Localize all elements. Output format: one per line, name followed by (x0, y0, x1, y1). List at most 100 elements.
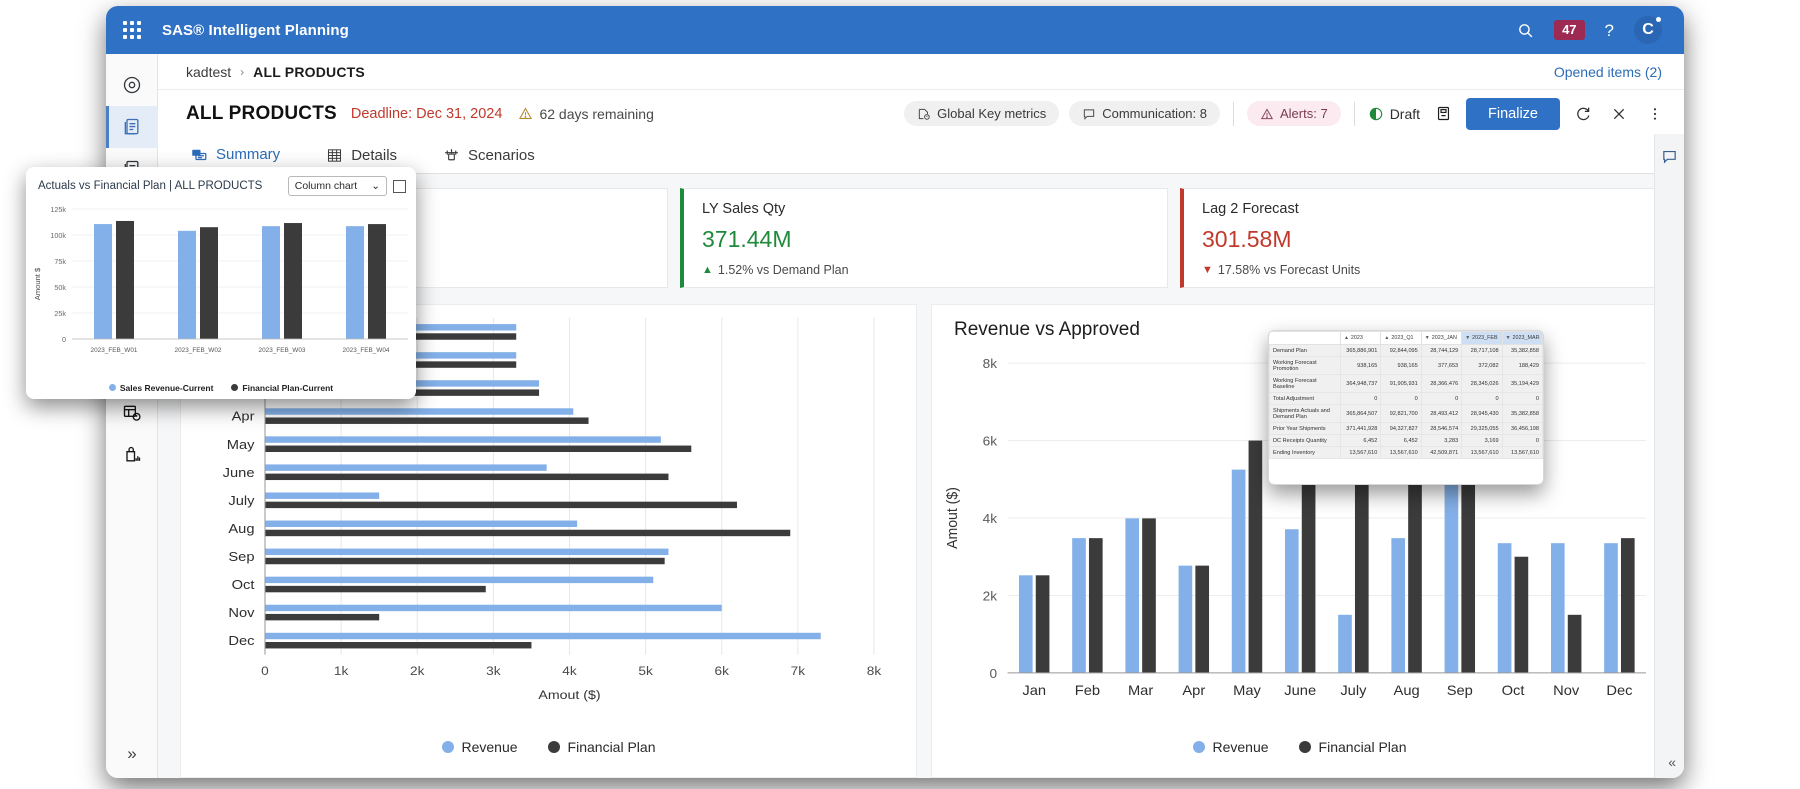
table-row[interactable]: Working Forecast Promotion 938,165 938,165… (1269, 356, 1543, 375)
communication-button[interactable]: Communication: 8 (1069, 101, 1220, 127)
bar-financial-plan[interactable] (116, 220, 134, 339)
collapse-rail-button[interactable]: « (1668, 754, 1676, 770)
bar-revenue[interactable] (265, 604, 722, 611)
bar-sales-revenue[interactable] (94, 224, 112, 339)
table-column-header[interactable]: ▼ 2023_FEB (1461, 331, 1503, 345)
table-cell[interactable]: 365,886,901 (1339, 344, 1382, 357)
table-cell[interactable]: 35,382,858 (1501, 404, 1543, 423)
bar-financial-plan[interactable] (1301, 459, 1316, 673)
bar-financial-plan[interactable] (1620, 537, 1635, 673)
table-cell[interactable]: 28,717,108 (1461, 344, 1503, 357)
legend-item[interactable]: Financial Plan-Current (231, 383, 333, 393)
breadcrumb-parent[interactable]: kadtest (186, 63, 232, 80)
legend-item[interactable]: Revenue (1192, 739, 1269, 755)
finalize-button[interactable]: Finalize (1466, 97, 1560, 130)
table-cell[interactable]: 13,567,610 (1461, 446, 1503, 459)
kpi-card[interactable]: LY Sales Qty 371.44M ▲ 1.52% vs Demand P… (680, 187, 1168, 288)
table-cell[interactable]: 364,948,737 (1339, 374, 1382, 393)
save-icon[interactable] (1430, 101, 1456, 127)
table-row[interactable]: Prior Year Shipments 371,441,928 94,327,82… (1269, 422, 1543, 435)
sidebar-item-overview[interactable] (106, 64, 158, 106)
table-cell[interactable]: 0 (1420, 392, 1463, 405)
bar-revenue[interactable] (1018, 574, 1033, 673)
bar-financial-plan[interactable] (265, 641, 532, 648)
bar-financial-plan[interactable] (1088, 537, 1103, 673)
table-cell[interactable]: 91,905,931 (1380, 374, 1422, 393)
table-row[interactable]: DC Receipts Quantity 6,452 6,452 3,283 3,169… (1269, 434, 1543, 447)
bar-financial-plan[interactable] (1195, 565, 1210, 673)
notification-badge[interactable]: 47 (1554, 20, 1585, 40)
bar-revenue[interactable] (265, 492, 380, 499)
table-cell[interactable]: 42,509,871 (1420, 446, 1463, 459)
table-row[interactable]: Demand Plan 365,886,901 92,844,095 28,744,1… (1269, 344, 1543, 357)
table-cell[interactable]: 13,567,610 (1501, 446, 1543, 459)
bar-financial-plan[interactable] (1567, 614, 1582, 673)
table-cell[interactable]: 28,546,574 (1420, 422, 1463, 435)
bar-revenue[interactable] (265, 463, 547, 471)
table-column-header[interactable]: ▼ 2023_JAN (1420, 331, 1463, 345)
legend-item[interactable]: Financial Plan (547, 739, 655, 755)
table-cell[interactable]: 0 (1501, 434, 1543, 447)
table-column-header[interactable]: ▼ 2023_MAR (1501, 331, 1543, 345)
bar-financial-plan[interactable] (1248, 440, 1263, 673)
table-cell[interactable]: 371,441,928 (1339, 422, 1382, 435)
bar-financial-plan[interactable] (265, 417, 589, 424)
help-icon[interactable]: ? (1604, 20, 1614, 40)
bar-revenue[interactable] (1284, 528, 1299, 673)
table-cell[interactable]: 13,567,610 (1339, 446, 1382, 459)
table-cell[interactable]: 0 (1339, 392, 1382, 405)
sidebar-expand-button[interactable]: » (106, 744, 158, 764)
bar-financial-plan[interactable] (265, 529, 791, 536)
app-launcher-icon[interactable] (106, 21, 158, 39)
bar-financial-plan[interactable] (1514, 556, 1529, 673)
global-key-metrics-button[interactable]: Global Key metrics (904, 101, 1060, 127)
bar-financial-plan[interactable] (368, 224, 386, 339)
bar-revenue[interactable] (1338, 614, 1352, 673)
bar-financial-plan[interactable] (1461, 469, 1476, 673)
table-cell[interactable]: 938,165 (1339, 356, 1382, 375)
bar-revenue[interactable] (265, 407, 574, 415)
table-cell[interactable]: 188,429 (1501, 356, 1543, 375)
bar-financial-plan[interactable] (200, 227, 218, 339)
sidebar-item-table-settings[interactable] (106, 392, 158, 434)
bar-revenue[interactable] (1550, 542, 1565, 673)
table-cell[interactable]: 28,345,026 (1461, 374, 1503, 393)
bar-sales-revenue[interactable] (346, 226, 364, 339)
table-cell[interactable]: 28,744,129 (1420, 344, 1463, 357)
tab-scenarios[interactable]: Scenarios (439, 147, 555, 173)
table-cell[interactable]: 0 (1380, 392, 1422, 405)
close-icon[interactable] (1606, 101, 1632, 127)
table-cell[interactable]: 94,327,827 (1380, 422, 1422, 435)
bar-revenue[interactable] (1072, 537, 1086, 673)
table-row[interactable]: Ending Inventory 13,567,610 13,567,610 42,5… (1269, 446, 1543, 459)
popup-column-chart[interactable]: 0 25k 50k 75k 100k 125k Amount $ 2023_FEB_W01 20… (26, 198, 416, 380)
bar-revenue[interactable] (1444, 440, 1459, 673)
bar-revenue[interactable] (265, 576, 654, 583)
bar-sales-revenue[interactable] (178, 230, 196, 339)
bar-financial-plan[interactable] (265, 501, 737, 508)
table-cell[interactable]: 13,567,610 (1380, 446, 1422, 459)
revenue-vs-approved-chart[interactable]: 0 2k 4k 6k 8k Amout ($) Jan Feb Mar Apr May June Jul… (932, 341, 1667, 773)
bar-financial-plan[interactable] (1354, 430, 1369, 673)
table-cell[interactable]: 92,844,095 (1380, 344, 1422, 357)
table-cell[interactable]: 35,194,429 (1501, 374, 1543, 393)
bar-revenue[interactable] (1231, 469, 1246, 673)
table-cell[interactable]: 3,283 (1420, 434, 1463, 447)
comment-icon[interactable] (1655, 148, 1684, 165)
search-icon[interactable] (1517, 22, 1534, 39)
bar-revenue[interactable] (265, 548, 669, 555)
draft-status-button[interactable]: Draft (1368, 106, 1420, 122)
table-cell[interactable]: 92,821,700 (1380, 404, 1422, 423)
bar-revenue[interactable] (1178, 565, 1193, 673)
bar-financial-plan[interactable] (265, 445, 692, 452)
bar-financial-plan[interactable] (1142, 517, 1156, 673)
kpi-card[interactable]: Lag 2 Forecast 301.58M ▼ 17.58% vs Forec… (1180, 187, 1668, 288)
bar-revenue[interactable] (265, 435, 661, 443)
table-cell[interactable]: 3,169 (1461, 434, 1503, 447)
table-cell[interactable]: 938,165 (1380, 356, 1422, 375)
floating-data-table[interactable]: ▲ 2023 ▲ 2023_Q1 ▼ 2023_JAN ▼ 2023_FEB ▼ 2023_MAR… (1268, 330, 1544, 485)
table-column-header[interactable]: ▲ 2023_Q1 (1380, 331, 1422, 345)
floating-popup-chart[interactable]: Actuals vs Financial Plan | ALL PRODUCTS… (26, 167, 416, 399)
table-cell[interactable]: 28,493,412 (1420, 404, 1463, 423)
alerts-button[interactable]: Alerts: 7 (1247, 101, 1341, 127)
